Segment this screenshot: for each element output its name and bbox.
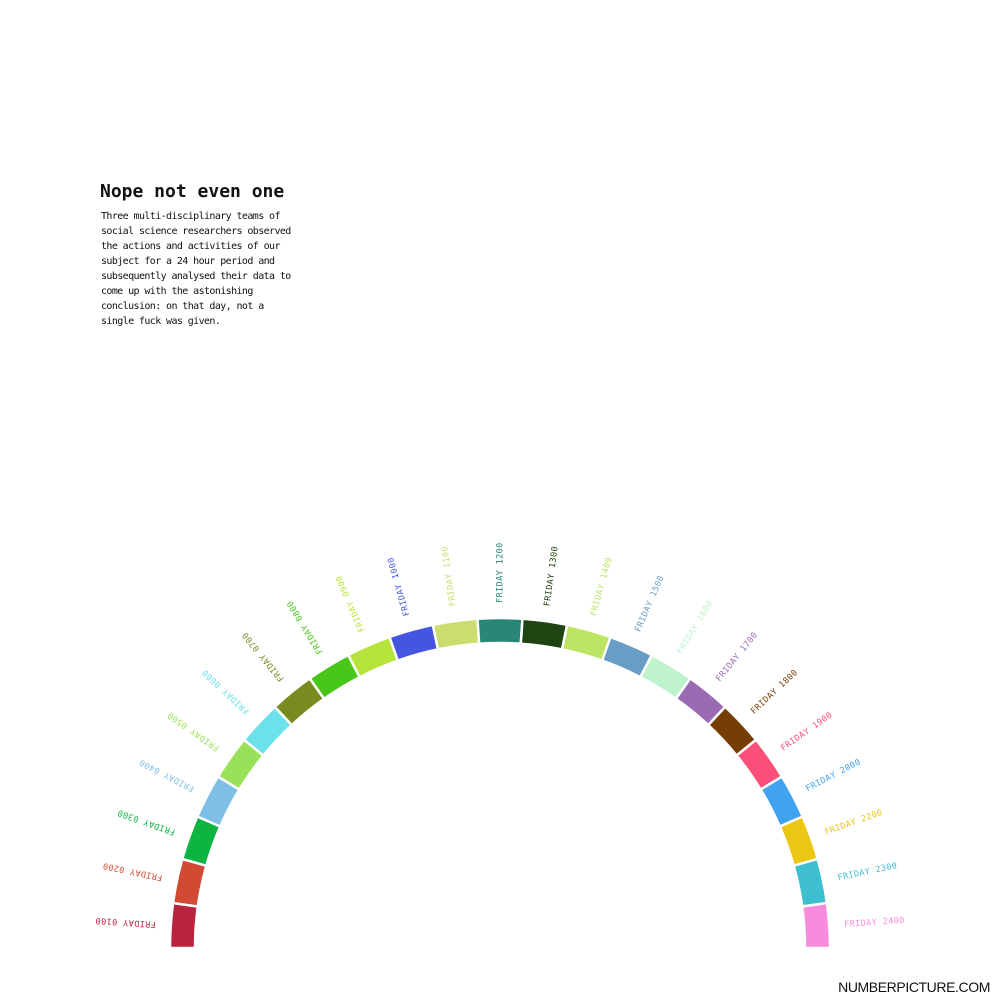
hour-label: FRIDAY 0800 — [285, 599, 325, 656]
hour-label: FRIDAY 1000 — [386, 556, 412, 617]
segment-2 — [171, 857, 208, 908]
segment-21 — [778, 814, 820, 868]
hour-label: FRIDAY 0900 — [334, 574, 367, 634]
hour-label: FRIDAY 1300 — [543, 545, 561, 606]
hour-label: FRIDAY 1500 — [633, 574, 666, 634]
segment-1 — [168, 901, 200, 950]
segment-13 — [519, 617, 569, 651]
labels-group: FRIDAY 0100 FRIDAY 0200 FRIDAY 0300 FRIDAY … — [95, 542, 905, 930]
chart-title: Nope not even one — [100, 181, 285, 202]
segment-11 — [431, 617, 481, 651]
hour-label: FRIDAY 2000 — [804, 757, 862, 794]
segment-10 — [387, 623, 440, 663]
hour-label: FRIDAY 0200 — [102, 860, 163, 882]
hour-label: FRIDAY 1600 — [675, 599, 715, 656]
hour-label: FRIDAY 1700 — [714, 630, 760, 683]
hour-label: FRIDAY 1400 — [589, 556, 615, 617]
hour-label: FRIDAY 0700 — [240, 630, 286, 683]
hour-label: FRIDAY 2200 — [824, 808, 885, 838]
hour-label: FRIDAY 0100 — [95, 915, 156, 929]
hour-label: FRIDAY 0300 — [116, 807, 177, 837]
segments-group — [168, 616, 832, 950]
hour-label: FRIDAY 1100 — [440, 545, 458, 606]
hour-label: FRIDAY 1800 — [749, 668, 800, 717]
hour-label: FRIDAY 1200 — [496, 542, 506, 603]
credit-link[interactable]: NUMBERPICTURE.COM — [838, 979, 990, 995]
hour-label: FRIDAY 0600 — [200, 667, 251, 716]
hour-label: FRIDAY 1900 — [779, 710, 834, 753]
hour-label: FRIDAY 2400 — [844, 916, 905, 930]
hour-label: FRIDAY 2300 — [837, 861, 898, 883]
chart-description: Three multi-disciplinary teams of social… — [101, 211, 291, 327]
hour-label: FRIDAY 0500 — [166, 710, 221, 753]
segment-22 — [792, 857, 829, 908]
segment-23 — [800, 901, 832, 950]
segment-12 — [476, 616, 524, 646]
hour-label: FRIDAY 0400 — [138, 756, 196, 793]
